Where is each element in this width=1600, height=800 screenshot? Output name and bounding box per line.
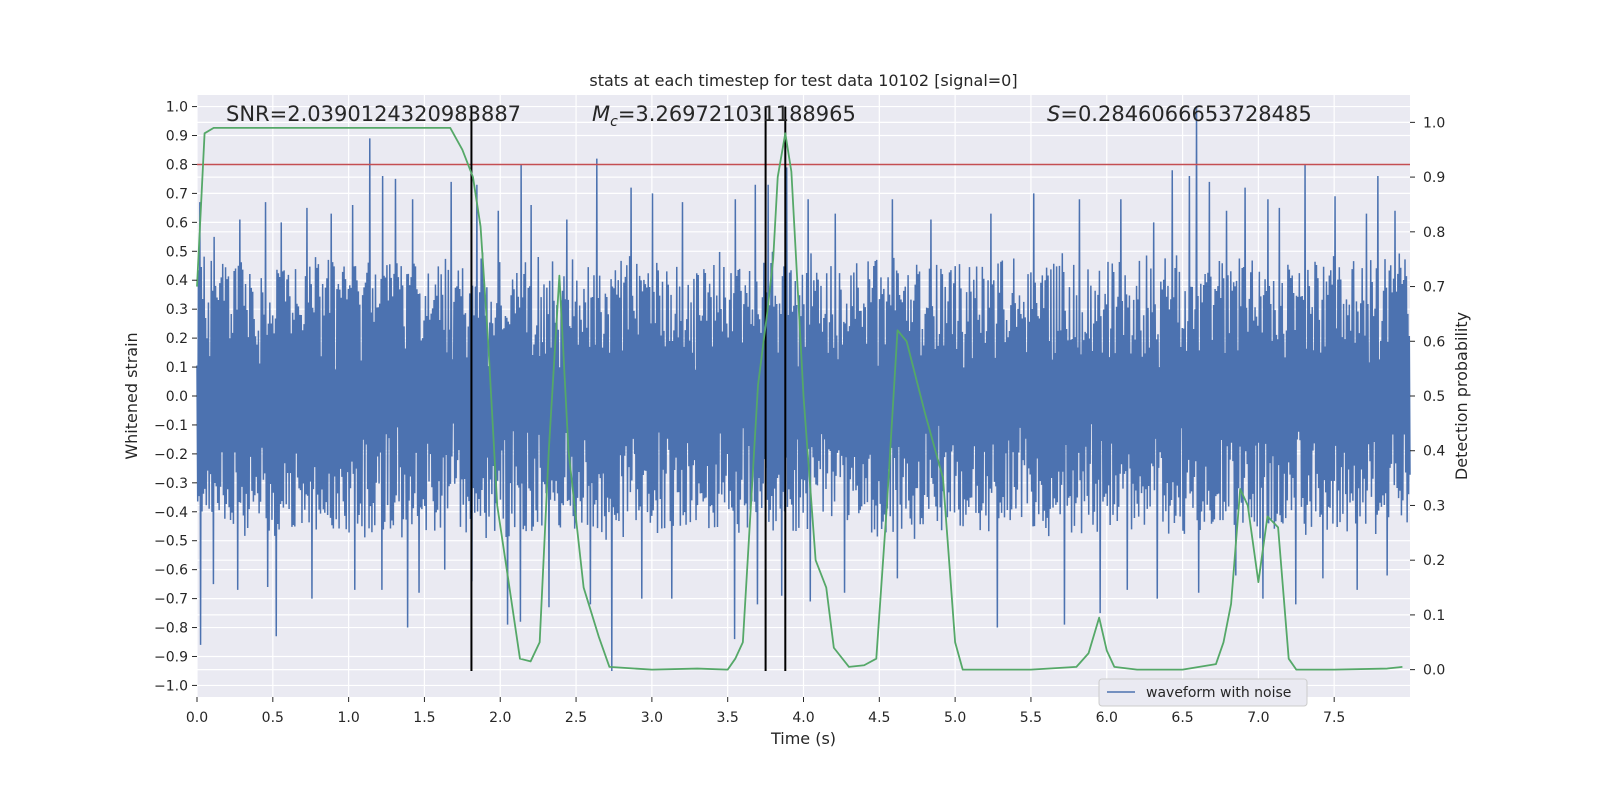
y-tick-label: −0.9 <box>154 649 188 665</box>
y-tick-label: −0.6 <box>154 563 188 579</box>
y-tick-label: −0.8 <box>154 621 188 637</box>
x-tick-label: 3.5 <box>717 710 739 726</box>
y-tick-label: 0.8 <box>166 157 188 173</box>
series-layer <box>196 106 1411 671</box>
overlay-layer <box>196 106 1410 671</box>
y-tick-label: 0.0 <box>166 389 188 405</box>
x-tick-label: 5.0 <box>944 710 966 726</box>
y-tick-label: 0.9 <box>166 129 188 145</box>
x-tick-label: 2.0 <box>489 710 511 726</box>
mc-value: =3.269721031188965 <box>618 102 856 126</box>
y-tick-label: −0.2 <box>154 447 188 463</box>
legend-label: waveform with noise <box>1146 685 1291 701</box>
legend-box <box>1098 678 1308 707</box>
waveform-series <box>196 106 1411 671</box>
chirp-mass-annotation: Mc=3.269721031188965 <box>592 102 856 130</box>
y2-tick-label: 0.9 <box>1423 170 1445 186</box>
chart-title: stats at each timestep for test data 101… <box>589 71 1017 90</box>
y2-tick-label: 0.6 <box>1423 334 1445 350</box>
x-axis-label: Time (s) <box>770 729 836 748</box>
x-tick-label: 6.5 <box>1171 710 1193 726</box>
s-symbol: S <box>1047 102 1060 126</box>
ticks-layer: 0.0 0.5 1.0 1.5 2.0 2.5 3.0 3.5 4.0 4.5 5.0 5.5 6.0 6… <box>154 100 1445 726</box>
y-tick-label: 0.1 <box>166 360 188 376</box>
y-tick-label: 0.5 <box>166 244 188 260</box>
x-tick-label: 0.5 <box>262 710 284 726</box>
snr-annotation: SNR=2.0390124320983887 <box>226 102 521 126</box>
detection-probability-series <box>196 126 1403 671</box>
y2-tick-label: 0.0 <box>1423 663 1445 679</box>
x-tick-label: 1.5 <box>413 710 435 726</box>
x-tick-label: 4.0 <box>792 710 814 726</box>
y-tick-label: 0.6 <box>166 215 188 231</box>
y2-tick-label: 0.2 <box>1423 553 1445 569</box>
y-tick-label: −0.3 <box>154 476 188 492</box>
mc-subscript: c <box>610 114 618 130</box>
y2-tick-label: 0.5 <box>1423 389 1445 405</box>
x-tick-label: 1.0 <box>337 710 359 726</box>
x-tick-label: 4.5 <box>868 710 890 726</box>
y-tick-label: −0.4 <box>154 505 188 521</box>
x-tick-label: 7.0 <box>1247 710 1269 726</box>
x-tick-label: 6.0 <box>1096 710 1118 726</box>
y2-tick-label: 1.0 <box>1423 115 1445 131</box>
y2-axis-label: Detection probability <box>1452 312 1471 480</box>
s-value: =0.2846066653728485 <box>1060 102 1311 126</box>
legend: waveform with noise <box>1098 678 1308 707</box>
x-tick-label: 0.0 <box>186 710 208 726</box>
mc-symbol: M <box>592 102 610 126</box>
y-tick-label: 0.7 <box>166 186 188 202</box>
y2-tick-label: 0.3 <box>1423 498 1445 514</box>
x-tick-label: 3.0 <box>641 710 663 726</box>
y-tick-label: −1.0 <box>154 678 188 694</box>
y-axis-label: Whitened strain <box>122 332 141 459</box>
y-tick-label: 1.0 <box>166 100 188 116</box>
y-tick-label: −0.7 <box>154 592 188 608</box>
y2-tick-label: 0.1 <box>1423 608 1445 624</box>
x-tick-label: 2.5 <box>565 710 587 726</box>
y2-tick-label: 0.4 <box>1423 444 1445 460</box>
y2-tick-label: 0.7 <box>1423 280 1445 296</box>
y-tick-label: −0.1 <box>154 418 188 434</box>
y2-tick-label: 0.8 <box>1423 225 1445 241</box>
y-tick-label: −0.5 <box>154 534 188 550</box>
s-annotation: S=0.2846066653728485 <box>1047 102 1312 126</box>
y-tick-label: 0.3 <box>166 302 188 318</box>
x-tick-label: 5.5 <box>1020 710 1042 726</box>
y-tick-label: 0.2 <box>166 331 188 347</box>
y-tick-label: 0.4 <box>166 273 188 289</box>
x-tick-label: 7.5 <box>1323 710 1345 726</box>
